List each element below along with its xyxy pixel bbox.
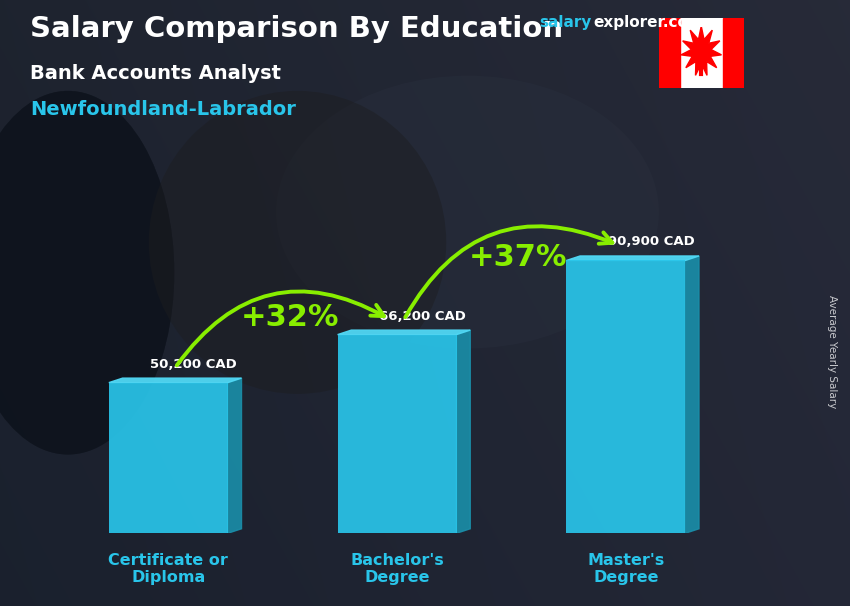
Ellipse shape [276, 76, 659, 348]
Polygon shape [681, 26, 722, 75]
Text: Newfoundland-Labrador: Newfoundland-Labrador [30, 100, 296, 119]
Text: Salary Comparison By Education: Salary Comparison By Education [30, 15, 563, 43]
Polygon shape [456, 330, 470, 533]
Bar [722, 18, 744, 88]
Text: +32%: +32% [241, 303, 339, 331]
Polygon shape [685, 256, 699, 533]
Text: +37%: +37% [469, 242, 568, 271]
Bar [337, 335, 456, 533]
Text: explorer.com: explorer.com [593, 15, 704, 30]
Polygon shape [566, 256, 699, 261]
Text: Average Yearly Salary: Average Yearly Salary [827, 295, 837, 408]
Ellipse shape [0, 91, 174, 454]
Text: 50,200 CAD: 50,200 CAD [150, 358, 237, 371]
Text: 66,200 CAD: 66,200 CAD [379, 310, 466, 322]
Text: salary: salary [540, 15, 592, 30]
Ellipse shape [0, 91, 174, 454]
Ellipse shape [149, 91, 446, 394]
Ellipse shape [0, 91, 174, 454]
Text: Bank Accounts Analyst: Bank Accounts Analyst [30, 64, 281, 82]
Bar [566, 261, 685, 533]
Polygon shape [337, 330, 470, 335]
Polygon shape [109, 378, 241, 382]
Bar [109, 382, 228, 533]
Bar [659, 18, 680, 88]
Polygon shape [228, 378, 241, 533]
Text: 90,900 CAD: 90,900 CAD [608, 236, 694, 248]
